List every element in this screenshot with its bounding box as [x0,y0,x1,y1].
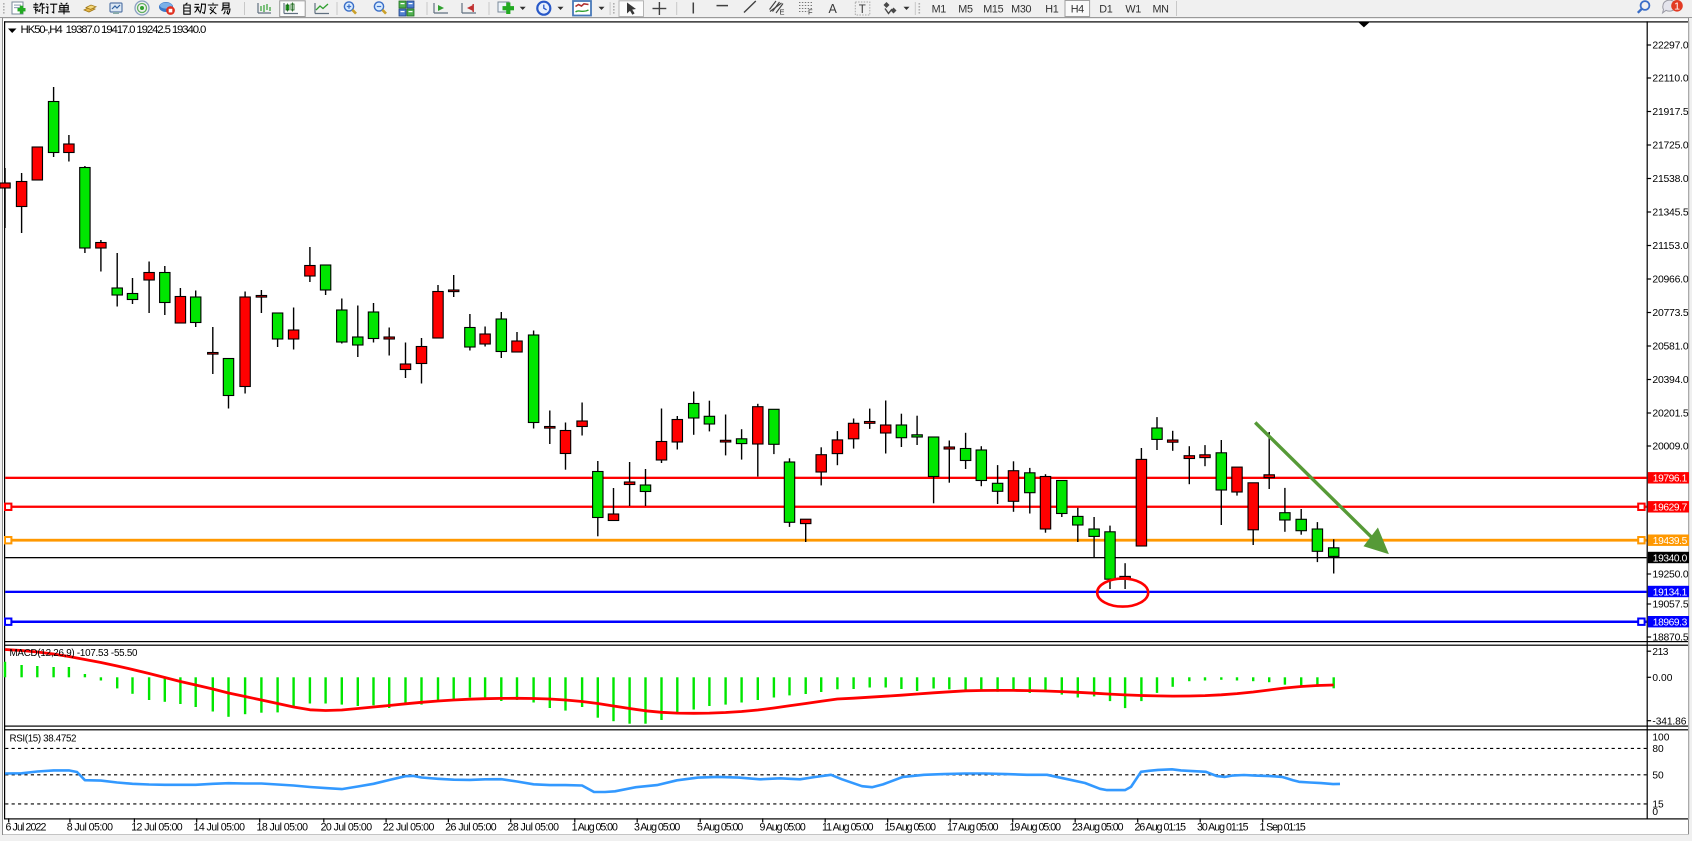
svg-text:F: F [808,8,813,17]
svg-text:0: 0 [1652,807,1658,818]
svg-text:26 Aug 01:15: 26 Aug 01:15 [1135,821,1187,833]
svg-text:21153.0: 21153.0 [1652,241,1688,252]
svg-text:9 Aug 05:00: 9 Aug 05:00 [760,821,806,833]
svg-text:50: 50 [1652,771,1664,782]
svg-text:19 Aug 05:00: 19 Aug 05:00 [1010,821,1062,833]
svg-text:22 Jul 05:00: 22 Jul 05:00 [383,821,435,833]
svg-text:80: 80 [1652,744,1664,755]
svg-text:15: 15 [1652,800,1664,811]
svg-text:H4: H4 [1071,4,1084,16]
svg-text:18969.3: 18969.3 [1653,618,1688,629]
svg-text:-341.86: -341.86 [1652,716,1686,727]
svg-text:1 Sep 01:15: 1 Sep 01:15 [1260,821,1306,833]
svg-text:22110.0: 22110.0 [1652,74,1688,85]
svg-text:20581.0: 20581.0 [1652,342,1688,353]
svg-text:E: E [780,8,785,17]
svg-text:A: A [829,2,838,16]
svg-text:18 Jul 05:00: 18 Jul 05:00 [257,821,309,833]
svg-text:H1: H1 [1045,4,1058,16]
svg-text:12 Jul 05:00: 12 Jul 05:00 [131,821,183,833]
svg-text:21917.5: 21917.5 [1652,107,1688,118]
svg-text:M5: M5 [958,4,973,16]
svg-text:21345.5: 21345.5 [1652,208,1688,219]
svg-text:HK50-,H4 19387.0 19417.0 1924: HK50-,H4 19387.0 19417.0 19242.5 19340.0 [21,24,207,36]
svg-text:20009.0: 20009.0 [1652,442,1688,453]
svg-text:20966.0: 20966.0 [1652,275,1688,286]
svg-text:15 Aug 05:00: 15 Aug 05:00 [885,821,937,833]
svg-text:21538.0: 21538.0 [1652,174,1688,185]
svg-text:19134.1: 19134.1 [1653,587,1688,598]
svg-text:20394.0: 20394.0 [1652,375,1688,386]
svg-text:26 Jul 05:00: 26 Jul 05:00 [445,821,497,833]
svg-text:30 Aug 01:15: 30 Aug 01:15 [1197,821,1249,833]
svg-text:21725.0: 21725.0 [1652,141,1688,152]
svg-text:W1: W1 [1125,4,1141,16]
svg-text:1: 1 [1674,1,1680,13]
svg-text:M30: M30 [1011,4,1031,16]
svg-text:28 Jul 05:00: 28 Jul 05:00 [508,821,560,833]
svg-text:1 Aug 05:00: 1 Aug 05:00 [572,821,618,833]
svg-text:23 Aug 05:00: 23 Aug 05:00 [1072,821,1124,833]
svg-text:MACD(12,26,9) -107.53 -55.50: MACD(12,26,9) -107.53 -55.50 [10,648,139,659]
svg-text:RSI(15) 38.4752: RSI(15) 38.4752 [10,734,77,745]
svg-text:20201.5: 20201.5 [1652,409,1688,420]
svg-text:3 Aug 05:00: 3 Aug 05:00 [634,821,680,833]
svg-text:MN: MN [1152,4,1168,16]
svg-text:14 Jul 05:00: 14 Jul 05:00 [194,821,246,833]
svg-text:5 Aug 05:00: 5 Aug 05:00 [697,821,743,833]
svg-text:19250.0: 19250.0 [1652,570,1688,581]
svg-text:20773.5: 20773.5 [1652,308,1688,319]
svg-text:19629.7: 19629.7 [1653,503,1688,514]
svg-text:213: 213 [1652,647,1668,658]
svg-text:18870.5: 18870.5 [1652,633,1688,644]
svg-text:22297.0: 22297.0 [1652,41,1688,52]
svg-text:M1: M1 [932,4,947,16]
svg-text:6 Jul 2022: 6 Jul 2022 [6,821,47,833]
svg-text:19057.5: 19057.5 [1652,600,1688,611]
svg-text:11 Aug 05:00: 11 Aug 05:00 [822,821,874,833]
svg-text:D1: D1 [1099,4,1112,16]
svg-text:100: 100 [1652,732,1669,743]
svg-text:8 Jul 05:00: 8 Jul 05:00 [67,821,113,833]
svg-text:19439.5: 19439.5 [1653,536,1688,547]
svg-text:19340.0: 19340.0 [1653,553,1688,564]
svg-text:T: T [859,4,866,16]
svg-text:M15: M15 [983,4,1003,16]
svg-text:0.00: 0.00 [1652,673,1672,684]
svg-text:20 Jul 05:00: 20 Jul 05:00 [321,821,373,833]
svg-text:19796.1: 19796.1 [1653,474,1688,485]
svg-text:17 Aug 05:00: 17 Aug 05:00 [947,821,999,833]
